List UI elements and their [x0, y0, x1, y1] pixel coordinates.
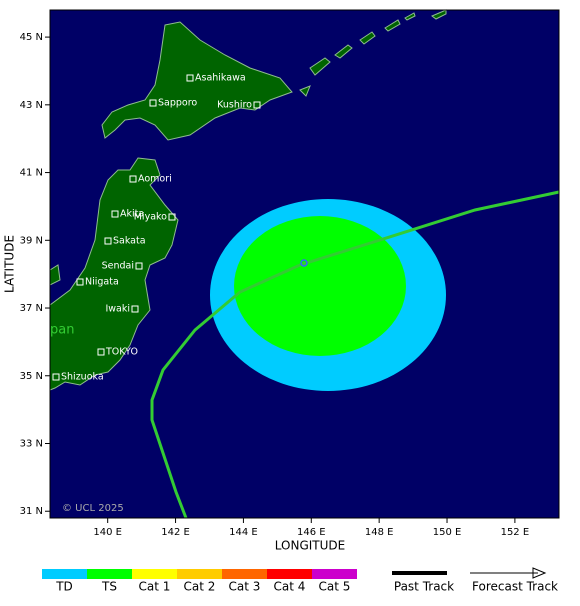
legend-label: TS	[101, 580, 117, 594]
x-tick-label: 150 E	[433, 527, 462, 538]
y-tick-label: 39 N	[20, 235, 43, 246]
y-axis-label: LATITUDE	[3, 235, 17, 293]
credit: © UCL 2025	[62, 503, 124, 514]
city-marker	[253, 101, 261, 109]
x-axis-label: LONGITUDE	[275, 539, 345, 553]
city-label: Kushiro	[217, 100, 252, 111]
legend-swatch	[267, 569, 312, 579]
city-marker	[131, 305, 139, 313]
legend-label: Cat 5	[319, 580, 351, 594]
city-label: Sakata	[113, 236, 146, 247]
legend-swatch	[87, 569, 132, 579]
legend-swatch	[42, 569, 87, 579]
city-marker	[168, 213, 176, 221]
x-tick-label: 148 E	[365, 527, 394, 538]
city-label: Sapporo	[158, 98, 197, 109]
city-marker	[111, 210, 119, 218]
city-label: Asahikawa	[195, 73, 246, 84]
city-marker	[186, 74, 194, 82]
y-tick-label: 31 N	[20, 506, 43, 517]
legend: TD TS Cat 1 Cat 2 Cat 3 Cat 4 Cat 5	[42, 569, 357, 594]
city-label: Shizuoka	[61, 372, 104, 383]
city-label: Miyako	[134, 212, 167, 223]
y-tick-label: 33 N	[20, 438, 43, 449]
city-marker	[135, 262, 143, 270]
storm-track	[150, 190, 560, 519]
x-tick-label: 146 E	[297, 527, 326, 538]
city-label: Aomori	[138, 174, 172, 185]
city-marker	[104, 237, 112, 245]
hurricane-wind-radius	[234, 216, 406, 356]
forecast-arrow	[532, 567, 547, 579]
city-label: Niigata	[85, 277, 119, 288]
map-frame	[49, 9, 560, 519]
city-label: Sendai	[102, 261, 134, 272]
city-marker	[149, 99, 157, 107]
land	[49, 9, 447, 391]
legend-swatch	[312, 569, 357, 579]
x-tick-label: 144 E	[229, 527, 258, 538]
region-label: pan	[50, 323, 74, 338]
legend-label: Cat 2	[184, 580, 216, 594]
forecast-track-label: Forecast Track	[472, 580, 558, 594]
x-tick-label: 152 E	[501, 527, 530, 538]
city-label: Iwaki	[105, 304, 130, 315]
city-label: Akita	[120, 209, 144, 220]
x-tick-label: 140 E	[93, 527, 122, 538]
cities: Asahikawa Sapporo Kushiro Aomori AkitaMiyako…	[52, 73, 261, 383]
city-marker	[76, 278, 84, 286]
city-marker	[52, 373, 60, 381]
y-tick-label: 45 N	[20, 32, 43, 43]
y-tick-label: 35 N	[20, 371, 43, 382]
city-marker	[97, 348, 105, 356]
legend-swatch	[222, 569, 267, 579]
storm-center	[300, 259, 308, 267]
past-track-label: Past Track	[394, 580, 454, 594]
legend-label: Cat 3	[229, 580, 261, 594]
city-label: TOKYO	[105, 347, 138, 358]
legend-swatch	[177, 569, 222, 579]
y-tick-label: 43 N	[20, 100, 43, 111]
legend-label: Cat 4	[274, 580, 306, 594]
y-tick-label: 37 N	[20, 303, 43, 314]
legend-label: TD	[55, 580, 73, 594]
city-marker	[129, 175, 137, 183]
legend-swatch	[132, 569, 177, 579]
x-tick-label: 142 E	[161, 527, 190, 538]
y-tick-label: 41 N	[20, 168, 43, 179]
legend-label: Cat 1	[139, 580, 171, 594]
